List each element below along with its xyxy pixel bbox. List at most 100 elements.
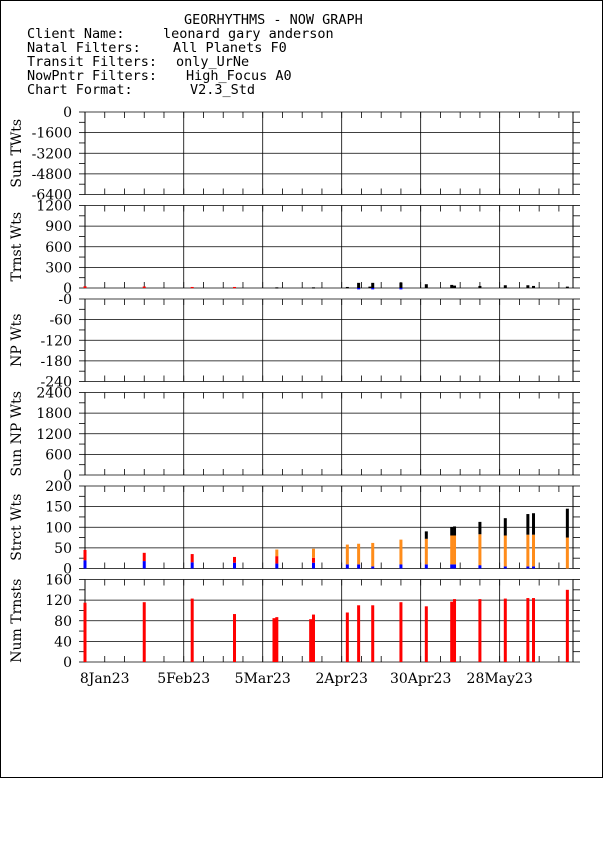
bar-segment bbox=[311, 562, 315, 569]
bar bbox=[371, 605, 375, 662]
y-tick-label: -240 bbox=[41, 375, 72, 391]
x-tick-label: 5Mar23 bbox=[235, 671, 291, 687]
bar-segment bbox=[83, 560, 87, 569]
bar bbox=[526, 285, 530, 288]
chart-title: GEORHYTHMS - NOW GRAPH bbox=[184, 12, 363, 28]
bar bbox=[371, 282, 375, 288]
bar bbox=[368, 286, 372, 288]
y-tick-label: 40 bbox=[54, 634, 72, 650]
bar-segment bbox=[399, 564, 403, 569]
x-tick-label: 28May23 bbox=[467, 671, 533, 687]
bar bbox=[450, 601, 454, 662]
bar bbox=[83, 602, 87, 662]
bar bbox=[399, 602, 403, 662]
bar-segment bbox=[424, 538, 428, 565]
bar bbox=[399, 282, 403, 288]
bar-segment bbox=[453, 526, 457, 536]
bar bbox=[399, 288, 403, 290]
y-tick-label: 600 bbox=[45, 447, 72, 463]
bar bbox=[309, 619, 313, 662]
y-tick-label: -180 bbox=[41, 354, 72, 370]
bar-segment bbox=[565, 537, 569, 569]
bar-segment bbox=[478, 521, 482, 535]
bar-segment bbox=[345, 544, 349, 565]
bar bbox=[453, 599, 457, 662]
client-name-value: leonard gary anderson bbox=[163, 26, 334, 42]
bar bbox=[142, 602, 146, 662]
chart-frame bbox=[0, 0, 603, 778]
bar-segment bbox=[453, 535, 457, 565]
x-tick-label: 2Apr23 bbox=[315, 671, 368, 687]
bar bbox=[345, 286, 349, 289]
bar-segment bbox=[233, 562, 237, 569]
bar bbox=[478, 599, 482, 662]
chart-format-label: Chart Format: bbox=[27, 82, 133, 98]
bar-segment bbox=[450, 535, 454, 565]
bar-segment bbox=[565, 508, 569, 538]
y-tick-label: 160 bbox=[45, 573, 72, 589]
bar-segment bbox=[526, 566, 530, 569]
bar bbox=[142, 286, 146, 288]
y-tick-label: 1800 bbox=[36, 406, 72, 422]
bar-segment bbox=[424, 531, 428, 539]
bar-segment bbox=[503, 535, 507, 567]
bar-segment bbox=[357, 543, 361, 565]
y-tick-label: 600 bbox=[45, 240, 72, 256]
bar bbox=[371, 288, 375, 290]
x-tick-label: 8Jan23 bbox=[80, 671, 130, 687]
y-tick-label: -120 bbox=[41, 333, 72, 349]
y-tick-label: 900 bbox=[45, 219, 72, 235]
y-axis-label: Num Trnsts bbox=[9, 579, 25, 663]
y-tick-label: 120 bbox=[45, 593, 72, 609]
bar-segment bbox=[371, 566, 375, 569]
y-tick-label: 300 bbox=[45, 260, 72, 276]
bar bbox=[83, 286, 87, 288]
y-tick-label: 2400 bbox=[36, 386, 72, 402]
y-tick-label: -6400 bbox=[32, 188, 72, 204]
y-tick-label: -0 bbox=[58, 292, 72, 308]
bar bbox=[503, 598, 507, 662]
nowpntr-filters-label: NowPntr Filters: bbox=[27, 68, 158, 84]
bar-segment bbox=[478, 534, 482, 566]
chart-format-value: V2.3_Std bbox=[190, 82, 256, 98]
bar-segment bbox=[450, 527, 454, 536]
bar-segment bbox=[357, 564, 361, 569]
bar bbox=[532, 598, 536, 662]
bar bbox=[503, 285, 507, 288]
bar bbox=[345, 612, 349, 662]
bar bbox=[272, 618, 276, 662]
bar bbox=[424, 284, 428, 288]
bar-segment bbox=[503, 566, 507, 569]
y-axis-label: Trnst Wts bbox=[9, 212, 25, 282]
y-tick-label: 200 bbox=[45, 479, 72, 495]
y-tick-label: 0 bbox=[63, 105, 72, 121]
bar bbox=[190, 598, 194, 662]
bar bbox=[275, 617, 279, 662]
bar bbox=[311, 287, 315, 289]
bar bbox=[311, 614, 315, 662]
bar bbox=[450, 284, 454, 288]
bar-segment bbox=[532, 534, 536, 567]
y-tick-label: 0 bbox=[63, 655, 72, 671]
bar bbox=[275, 287, 279, 289]
bar-segment bbox=[311, 548, 315, 558]
y-tick-label: -1600 bbox=[32, 126, 72, 142]
bar bbox=[453, 285, 457, 288]
bar-segment bbox=[311, 557, 315, 563]
bar-segment bbox=[275, 556, 279, 564]
bar bbox=[424, 606, 428, 662]
bar bbox=[357, 282, 361, 288]
bar-segment bbox=[532, 566, 536, 569]
bar bbox=[357, 605, 361, 662]
bar-segment bbox=[503, 518, 507, 536]
y-tick-label: -60 bbox=[49, 313, 72, 329]
y-tick-label: 150 bbox=[45, 500, 72, 516]
bar bbox=[357, 288, 361, 290]
y-tick-label: 100 bbox=[45, 520, 72, 536]
bar-segment bbox=[526, 534, 530, 567]
bar-segment bbox=[275, 549, 279, 557]
y-tick-label: 50 bbox=[54, 541, 72, 557]
y-axis-label: Strct Wts bbox=[9, 494, 25, 561]
bar bbox=[565, 589, 569, 662]
